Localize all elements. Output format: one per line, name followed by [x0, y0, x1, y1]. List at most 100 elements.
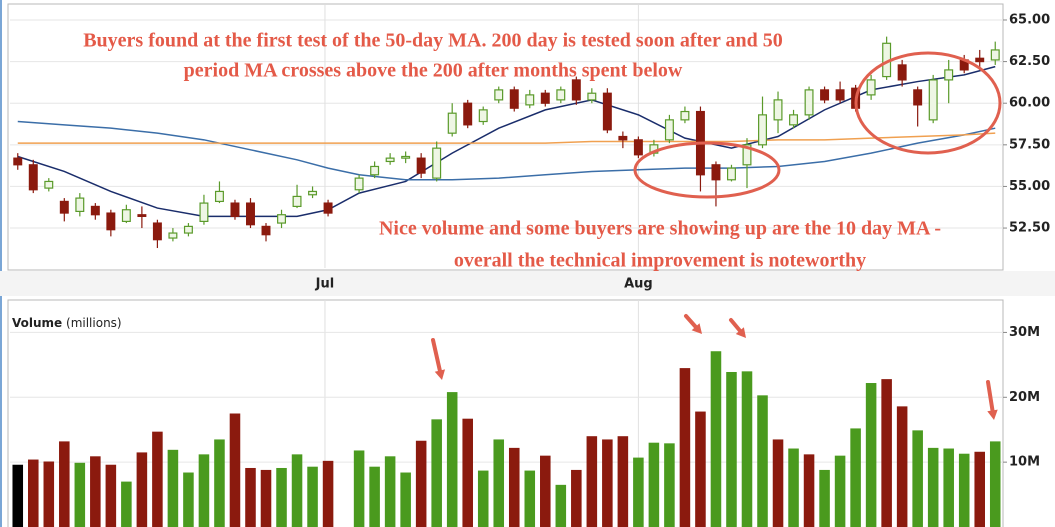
- volume-bar: [834, 455, 846, 527]
- y-tick-label: 30M: [1009, 325, 1040, 340]
- candle-body: [370, 165, 380, 176]
- y-tick-label: 10M: [1009, 455, 1040, 470]
- candle-body: [75, 197, 85, 213]
- volume-bar: [679, 368, 691, 527]
- candle-body: [540, 92, 550, 104]
- volume-bar: [198, 454, 210, 527]
- volume-bar: [571, 469, 582, 527]
- volume-title: Volume (millions): [12, 316, 122, 330]
- volume-bar: [90, 456, 101, 527]
- candle-body: [432, 147, 442, 179]
- volume-label: Volume: [12, 316, 62, 330]
- volume-bar: [555, 484, 567, 527]
- volume-bar: [633, 457, 644, 527]
- arrow-shaft: [986, 380, 996, 417]
- candle-body: [478, 109, 488, 123]
- volume-bar: [943, 448, 954, 527]
- volume-unit: (millions): [66, 316, 122, 330]
- candle-body: [587, 92, 597, 101]
- y-tick-label: 65.00: [1009, 12, 1050, 27]
- volume-bar: [710, 351, 722, 527]
- candle-body: [928, 79, 938, 121]
- volume-bar: [43, 461, 55, 527]
- x-tick-label: Jul: [315, 277, 335, 292]
- volume-bar: [307, 466, 318, 527]
- date-band: [0, 271, 1055, 296]
- arrow-head: [987, 409, 998, 420]
- volume-bar: [881, 379, 892, 527]
- candle-body: [137, 214, 147, 217]
- candle-body: [866, 79, 876, 96]
- candle-body: [152, 222, 162, 241]
- volume-bar: [431, 419, 442, 527]
- y-tick-label: 20M: [1009, 390, 1040, 405]
- volume-bar: [648, 442, 660, 527]
- candle-body: [525, 94, 535, 106]
- volume-bar: [415, 440, 427, 527]
- volume-bar: [369, 466, 380, 527]
- volume-panel: [7, 299, 1004, 527]
- volume-bar: [617, 436, 629, 527]
- volume-bar: [850, 428, 861, 527]
- volume-bar: [974, 451, 986, 527]
- volume-bar: [757, 395, 768, 527]
- candle-body: [416, 157, 426, 174]
- volume-bar: [12, 464, 24, 527]
- volume-bar: [508, 447, 520, 527]
- volume-bar: [462, 418, 473, 527]
- candle-body: [990, 49, 1000, 61]
- arrow-head: [691, 323, 702, 334]
- candle-body: [230, 202, 240, 217]
- candle-body: [401, 155, 411, 159]
- candle-body: [680, 110, 690, 121]
- volume-bar: [958, 453, 970, 527]
- y-tick-label: 57.50: [1009, 137, 1050, 152]
- candle-body: [90, 205, 100, 216]
- volume-bar: [167, 449, 179, 527]
- candle-body: [385, 157, 395, 163]
- candle-body: [183, 225, 193, 234]
- candle-body: [277, 214, 287, 224]
- candle-body: [897, 64, 907, 81]
- volume-bar: [59, 441, 70, 527]
- candle-body: [571, 79, 581, 101]
- volume-bar: [214, 439, 225, 527]
- y-tick-label: 55.00: [1009, 179, 1050, 194]
- volume-bar: [927, 447, 939, 527]
- volume-bar: [726, 371, 737, 527]
- candle-body: [494, 89, 504, 101]
- candle-body: [354, 177, 364, 191]
- volume-bar: [741, 371, 753, 527]
- arrow-shaft: [431, 338, 443, 377]
- volume-bar: [540, 455, 551, 527]
- x-tick-label: Aug: [624, 277, 653, 292]
- candle-body: [463, 102, 473, 126]
- volume-bar: [865, 383, 877, 527]
- candle-body: [804, 89, 814, 116]
- candle-body: [835, 89, 845, 101]
- volume-bar: [493, 439, 505, 527]
- candle-body: [28, 164, 38, 191]
- volume-bar: [819, 469, 830, 527]
- candle-body: [121, 209, 131, 222]
- arrow-head: [735, 327, 746, 338]
- volume-bar: [245, 467, 256, 527]
- candle-body: [106, 212, 116, 231]
- volume-bar: [803, 454, 815, 527]
- volume-bar: [121, 481, 132, 527]
- candle-body: [556, 89, 566, 101]
- candle-body: [168, 232, 178, 239]
- volume-bar: [152, 431, 163, 527]
- volume-bar: [772, 439, 784, 527]
- volume-bar: [400, 472, 411, 527]
- candle-body: [664, 119, 674, 141]
- annotation: period MA crosses above the 200 after mo…: [184, 60, 683, 82]
- candle-body: [618, 135, 628, 141]
- volume-bar: [105, 464, 117, 527]
- candle-body: [509, 89, 519, 109]
- moving-average: [17, 120, 996, 181]
- candle-body: [975, 57, 985, 63]
- volume-bar: [353, 450, 365, 527]
- volume-bar: [291, 454, 303, 527]
